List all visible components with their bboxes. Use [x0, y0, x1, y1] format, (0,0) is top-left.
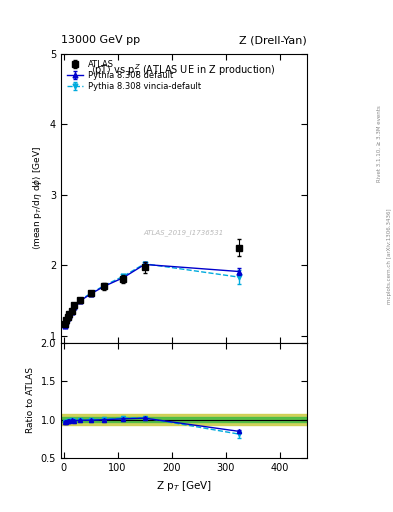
Text: 13000 GeV pp: 13000 GeV pp [61, 35, 140, 45]
Text: mcplots.cern.ch [arXiv:1306.3436]: mcplots.cern.ch [arXiv:1306.3436] [387, 208, 391, 304]
Text: $\langle$pT$\rangle$ vs p$_T^Z$ (ATLAS UE in Z production): $\langle$pT$\rangle$ vs p$_T^Z$ (ATLAS U… [92, 62, 276, 79]
Bar [61, 417, 307, 422]
Text: Z (Drell-Yan): Z (Drell-Yan) [239, 35, 307, 45]
Text: Rivet 3.1.10, ≥ 3.3M events: Rivet 3.1.10, ≥ 3.3M events [377, 105, 382, 182]
Legend: ATLAS, Pythia 8.308 default, Pythia 8.308 vincia-default: ATLAS, Pythia 8.308 default, Pythia 8.30… [65, 58, 202, 93]
Text: ATLAS_2019_I1736531: ATLAS_2019_I1736531 [143, 229, 224, 236]
Y-axis label: $\langle$mean p$_T$/d$\eta$ d$\phi\rangle$ [GeV]: $\langle$mean p$_T$/d$\eta$ d$\phi\rangl… [31, 146, 44, 250]
Y-axis label: Ratio to ATLAS: Ratio to ATLAS [26, 368, 35, 434]
Bar [61, 414, 307, 425]
X-axis label: Z p$_T$ [GeV]: Z p$_T$ [GeV] [156, 479, 212, 493]
